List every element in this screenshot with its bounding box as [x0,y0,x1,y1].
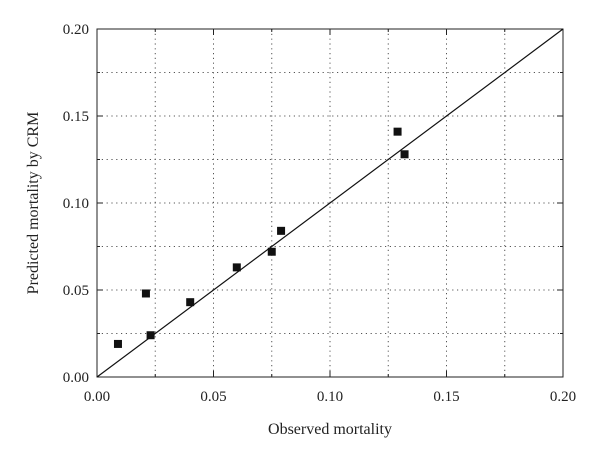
data-point [393,127,402,136]
data-points [113,127,409,348]
x-axis-title: Observed mortality [268,421,392,438]
data-point [146,331,155,340]
data-point [113,339,122,348]
data-point [267,247,276,256]
y-tick-label: 0.05 [63,283,89,299]
y-tick-labels: 0.00 0.05 0.10 0.15 0.20 [63,22,89,386]
x-tick-labels: 0.00 0.05 0.10 0.15 0.20 [84,389,576,405]
data-point [232,263,241,272]
data-point [141,289,150,298]
data-point [186,298,195,307]
data-point [277,226,286,235]
x-tick-label: 0.00 [84,389,110,405]
y-tick-label: 0.00 [63,370,89,386]
y-tick-label: 0.10 [63,196,89,212]
x-tick-label: 0.20 [550,389,576,405]
axis-ticks [96,28,564,378]
identity-reference-line [96,28,564,378]
y-axis-title: Predicted mortality by CRM [25,112,42,295]
data-point [400,150,409,159]
y-tick-label: 0.15 [63,109,89,125]
y-tick-label: 0.20 [63,22,89,38]
x-tick-label: 0.15 [433,389,459,405]
x-tick-label: 0.05 [200,389,226,405]
x-tick-label: 0.10 [317,389,343,405]
grid-lines [97,29,563,377]
